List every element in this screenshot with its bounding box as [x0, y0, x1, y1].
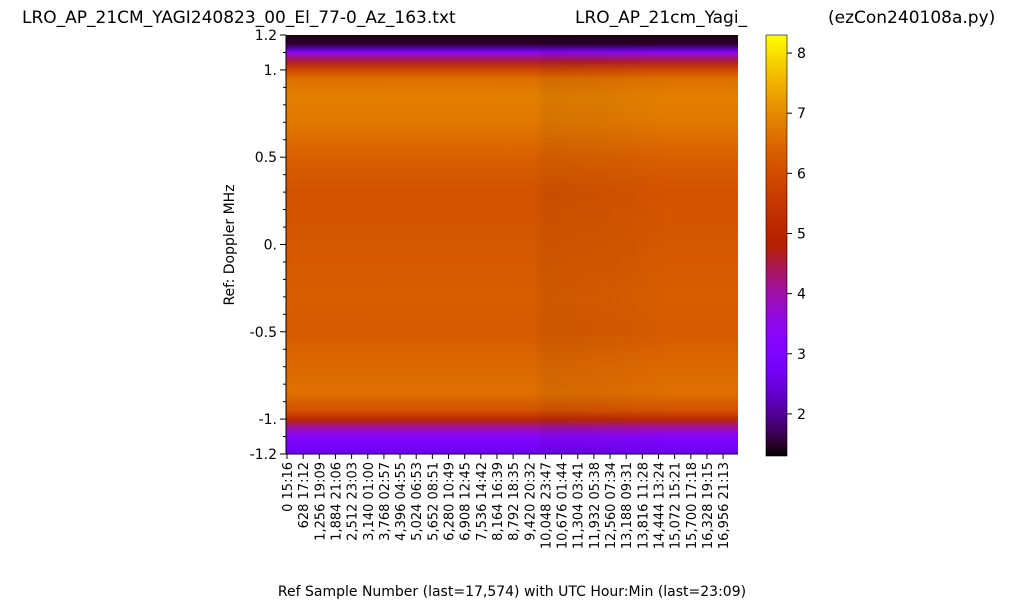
x-tick-label: 628 17:12 — [297, 462, 312, 528]
heatmap-area — [286, 35, 738, 454]
x-tick-label: 3,140 01:00 — [362, 462, 377, 541]
colorbar-gradient — [766, 35, 787, 456]
colorbar-tick-label: 6 — [797, 166, 806, 182]
x-tick-label: 8,792 18:35 — [507, 462, 522, 541]
colorbar-tick-label: 3 — [797, 347, 806, 363]
colorbar-tick-label: 4 — [797, 287, 806, 303]
x-tick-label: 1,884 21:06 — [329, 462, 344, 541]
y-tick-label: -1. — [259, 412, 277, 428]
x-tick-label: 12,560 07:34 — [604, 462, 619, 549]
colorbar-frame — [765, 34, 788, 457]
station-title: LRO_AP_21cm_Yagi_ — [575, 8, 748, 28]
y-tick-label: 1. — [264, 63, 277, 79]
y-tick-label: -1.2 — [250, 447, 277, 463]
y-tick-label: 0. — [264, 238, 277, 254]
x-tick-label: 15,700 17:18 — [685, 462, 700, 549]
x-tick-label: 11,304 03:41 — [572, 462, 587, 549]
y-tick-label: 1.2 — [255, 28, 277, 44]
x-tick-label: 15,072 15:21 — [669, 462, 684, 549]
y-axis: 1.2 1. 0.5 0. -0.5 -1. -1.2 — [250, 28, 287, 463]
x-tick-label: 10,676 01:44 — [556, 462, 571, 549]
x-tick-label: 10,048 23:47 — [539, 462, 554, 549]
x-axis-label: Ref Sample Number (last=17,574) with UTC… — [278, 584, 746, 600]
colorbar-tick-label: 5 — [797, 226, 806, 242]
colorbar: 2 3 4 5 6 7 8 — [765, 34, 806, 457]
y-tick-label: 0.5 — [255, 150, 277, 166]
colorbar-ticks: 2 3 4 5 6 7 8 — [765, 34, 806, 457]
x-tick-label: 5,652 08:51 — [426, 462, 441, 541]
x-tick-label: 8,164 16:39 — [491, 462, 506, 541]
y-axis-label: Ref: Doppler MHz — [222, 184, 238, 305]
colorbar-tick-label: 7 — [797, 106, 806, 122]
x-tick-label: 6,908 12:45 — [459, 462, 474, 541]
x-tick-label: 9,420 20:32 — [523, 462, 538, 541]
file-title: LRO_AP_21CM_YAGI240823_00_El_77-0_Az_163… — [22, 8, 456, 28]
x-tick-label: 1,256 19:09 — [313, 462, 328, 541]
colorbar-tick-label: 2 — [797, 407, 806, 423]
x-tick-label: 7,536 14:42 — [475, 462, 490, 541]
x-tick-label: 14,444 13:24 — [652, 462, 667, 549]
x-tick-label: 2,512 23:03 — [346, 462, 361, 541]
x-tick-label: 5,024 06:53 — [410, 462, 425, 541]
x-tick-label: 4,396 04:55 — [394, 462, 409, 541]
x-tick-label: 3,768 02:57 — [378, 462, 393, 541]
y-tick-label: -0.5 — [250, 325, 277, 341]
x-tick-label: 16,956 21:13 — [717, 462, 732, 549]
x-tick-label: 11,932 05:38 — [588, 462, 603, 549]
x-tick-label: 16,328 19:15 — [701, 462, 716, 549]
heatmap-time-shading — [286, 35, 738, 454]
x-axis: 0 15:16 628 17:12 1,256 19:09 1,884 21:06 2,… — [281, 453, 738, 549]
program-title: (ezCon240108a.py) — [828, 8, 995, 28]
x-tick-label: 13,816 11:28 — [636, 462, 651, 549]
x-tick-label: 0 15:16 — [281, 462, 296, 512]
x-tick-label: 6,280 10:49 — [443, 462, 458, 541]
colorbar-tick-label: 8 — [797, 46, 806, 62]
x-tick-label: 13,188 09:31 — [620, 462, 635, 549]
